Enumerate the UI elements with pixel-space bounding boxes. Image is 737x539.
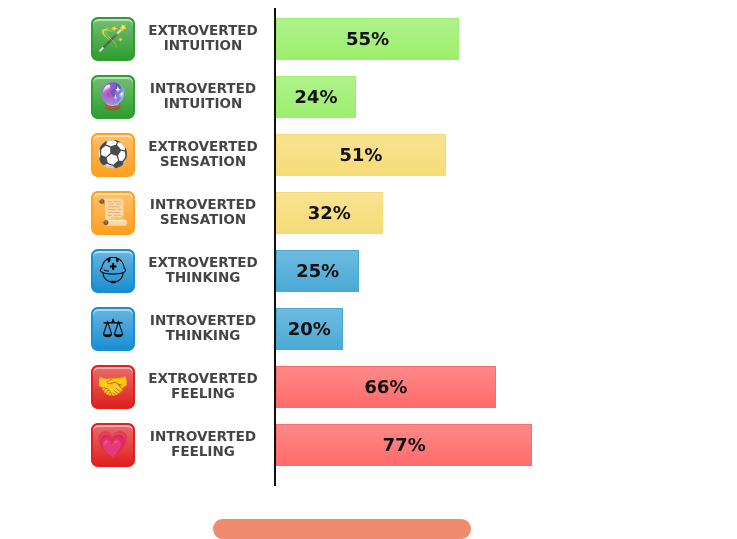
bar: 25% (276, 250, 360, 292)
bar: 51% (276, 134, 446, 176)
bar: 55% (276, 18, 460, 60)
data-label: 25% (296, 260, 340, 282)
data-label: 32% (307, 202, 351, 224)
category-label: INTROVERTED SENSATION (140, 198, 266, 228)
heart-icon: 💗 (91, 423, 135, 467)
category-label: INTROVERTED THINKING (140, 314, 266, 344)
stone-tablets-icon: 📜 (91, 191, 135, 235)
data-label: 20% (287, 318, 331, 340)
category-label-line: INTROVERTED (149, 197, 257, 213)
category-label-line: EXTROVERTED (148, 139, 258, 155)
category-label-line: INTUITION (163, 96, 243, 112)
magic-wand-icon: 🪄 (91, 17, 135, 61)
data-label: 66% (364, 376, 408, 398)
category-label-line: SENSATION (159, 212, 247, 228)
category-label: EXTROVERTED THINKING (140, 256, 266, 286)
category-label-line: EXTROVERTED (148, 255, 258, 271)
bar: 32% (276, 192, 383, 234)
category-label: EXTROVERTED INTUITION (140, 24, 266, 54)
category-label-line: FEELING (171, 386, 235, 402)
bar: 77% (276, 424, 533, 466)
crystal-ball-icon: 🔮 (91, 75, 135, 119)
category-label-line: SENSATION (159, 154, 247, 170)
data-label: 55% (346, 28, 390, 50)
category-label-line: THINKING (165, 328, 241, 344)
category-label-line: EXTROVERTED (148, 23, 258, 39)
bar: 66% (276, 366, 496, 408)
category-label-line: INTROVERTED (149, 429, 257, 445)
category-label-line: INTUITION (163, 38, 243, 54)
category-label: INTROVERTED FEELING (140, 430, 266, 460)
category-label-line: FEELING (171, 444, 235, 460)
action-button[interactable] (213, 519, 471, 539)
category-label: INTROVERTED INTUITION (140, 82, 266, 112)
data-label: 77% (382, 434, 426, 456)
data-label: 24% (294, 86, 338, 108)
handshake-icon: 🤝 (91, 365, 135, 409)
bar: 20% (276, 308, 343, 350)
category-label-line: INTROVERTED (149, 81, 257, 97)
category-label: EXTROVERTED FEELING (140, 372, 266, 402)
data-label: 51% (339, 144, 383, 166)
chart-axis (274, 8, 276, 486)
category-label-line: INTROVERTED (149, 313, 257, 329)
hard-hat-icon: ⛑ (91, 249, 135, 293)
category-label: EXTROVERTED SENSATION (140, 140, 266, 170)
category-label-line: THINKING (165, 270, 241, 286)
category-label-line: EXTROVERTED (148, 371, 258, 387)
bar: 24% (276, 76, 356, 118)
scales-icon: ⚖ (91, 307, 135, 351)
soccer-ball-icon: ⚽ (91, 133, 135, 177)
